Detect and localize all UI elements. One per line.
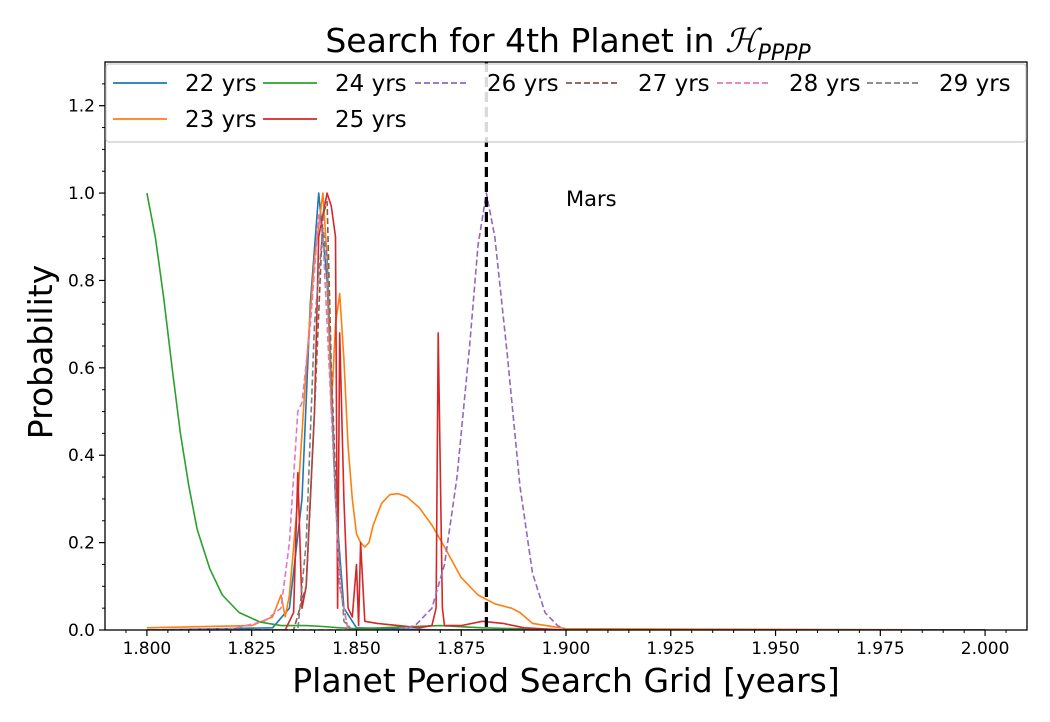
x-tick-label: 2.000 xyxy=(961,639,1010,659)
axis-ticks: 1.800 1.825 1.850 1.875 1.900 1.925 1.950 1.975… xyxy=(68,83,1010,659)
x-tick-label: 1.925 xyxy=(646,639,695,659)
legend-label: 23 yrs xyxy=(185,107,257,133)
y-axis-title: Probability xyxy=(21,265,60,439)
chart-title-math: ℋ xyxy=(725,21,763,60)
legend-label: 22 yrs xyxy=(185,71,257,97)
series-line-27-yrs xyxy=(146,201,986,630)
chart-title-text: Search for 4th Planet in xyxy=(325,21,725,60)
x-tick-label: 1.900 xyxy=(542,639,591,659)
x-tick-label: 1.975 xyxy=(856,639,905,659)
chart-title: Search for 4th Planet in ℋPPPP xyxy=(325,21,811,66)
y-tick-label: 1.2 xyxy=(68,97,95,117)
legend-label: 24 yrs xyxy=(335,71,407,97)
x-tick-label: 1.850 xyxy=(332,639,381,659)
y-tick-label: 0.6 xyxy=(68,359,95,379)
legend-label: 29 yrs xyxy=(939,71,1011,97)
x-tick-label: 1.825 xyxy=(227,639,276,659)
series-line-24-yrs xyxy=(146,192,986,630)
series-line-23-yrs xyxy=(146,192,986,630)
plot-area: Mars xyxy=(104,61,1028,631)
legend-label: 27 yrs xyxy=(638,71,710,97)
series-line-29-yrs xyxy=(146,227,986,630)
y-tick-label: 0.4 xyxy=(68,446,95,466)
legend-label: 25 yrs xyxy=(335,107,407,133)
x-tick-label: 1.800 xyxy=(123,639,172,659)
legend-box xyxy=(105,63,1027,143)
y-tick-label: 0.8 xyxy=(68,271,95,291)
y-tick-label: 0.0 xyxy=(68,621,95,641)
series-line-26-yrs xyxy=(146,192,986,630)
series-group xyxy=(146,192,986,630)
legend-label: 26 yrs xyxy=(487,71,559,97)
plot-frame xyxy=(104,61,1028,631)
y-tick-label: 1.0 xyxy=(68,184,95,204)
series-line-22-yrs xyxy=(146,192,986,630)
series-line-28-yrs xyxy=(146,214,986,630)
x-axis-title: Planet Period Search Grid [years] xyxy=(292,661,840,700)
legend: 22 yrs 23 yrs 24 yrs 25 yrs 26 yrs 27 yrs 28 y… xyxy=(105,63,1027,143)
x-tick-label: 1.950 xyxy=(751,639,800,659)
y-tick-label: 0.2 xyxy=(68,534,95,554)
series-line-25-yrs xyxy=(146,192,986,630)
legend-label: 28 yrs xyxy=(789,71,861,97)
mars-annotation: Mars xyxy=(566,187,617,211)
x-tick-label: 1.875 xyxy=(437,639,486,659)
